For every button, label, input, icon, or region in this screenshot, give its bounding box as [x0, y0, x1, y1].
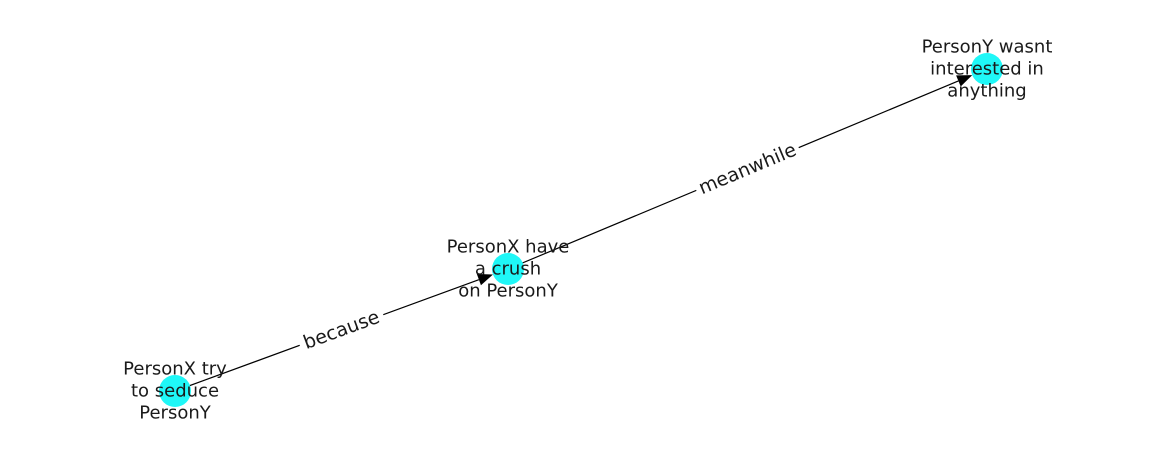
node-label-n2: PersonX have a crush on PersonY — [447, 237, 570, 302]
graph-node-n3 — [971, 53, 1003, 85]
edge-arrowhead-n1-n2 — [476, 274, 493, 286]
node-label-line: PersonX try — [123, 359, 227, 380]
edge-arrowhead-n2-n3 — [956, 75, 973, 87]
node-label-line: PersonY wasnt — [922, 37, 1053, 58]
graph-node-n1 — [159, 375, 191, 407]
node-label-line: PersonX have — [447, 237, 570, 258]
node-label-line: interested in — [930, 59, 1044, 80]
edge-label-background — [691, 135, 804, 203]
edge-label-background — [295, 302, 388, 358]
graph-node-n2 — [492, 253, 524, 285]
node-label-line: PersonY — [139, 403, 211, 424]
node-label-n3: PersonY wasnt interested in anything — [922, 37, 1053, 102]
edge-label: meanwhile — [695, 139, 799, 199]
node-label-line: anything — [947, 81, 1026, 102]
edge-label: because — [300, 306, 382, 354]
node-label-line: to seduce — [131, 381, 219, 402]
node-label-n1: PersonX try to seduce PersonY — [123, 359, 227, 424]
nodes-layer — [159, 53, 1003, 407]
edges-layer — [174, 75, 973, 392]
edge-label-group-n2-n3: meanwhile — [691, 135, 804, 203]
node-label-line: a crush — [475, 259, 541, 280]
node-label-line: on PersonY — [458, 281, 559, 302]
edge-label-group-n1-n2: because — [295, 302, 388, 358]
